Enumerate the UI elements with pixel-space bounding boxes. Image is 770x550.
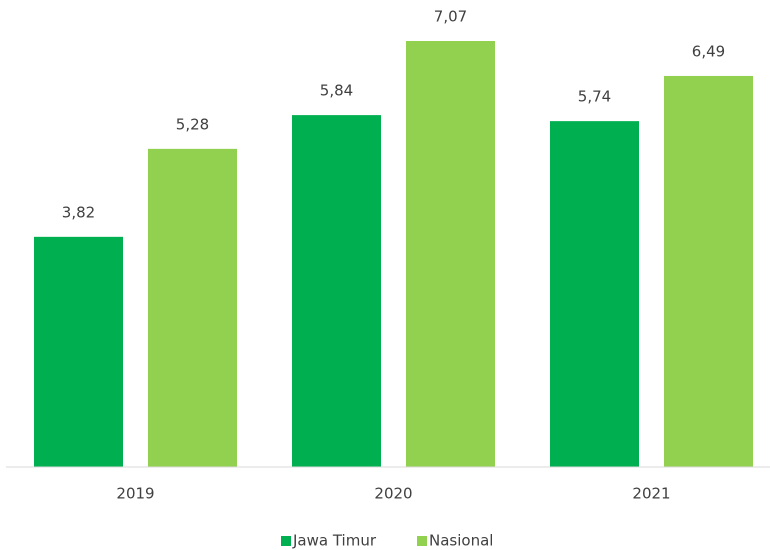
data-label: 7,07 — [434, 8, 467, 26]
x-tick-label: 2021 — [632, 485, 670, 503]
legend-swatch — [417, 536, 427, 546]
data-label: 3,82 — [62, 203, 95, 221]
x-tick-label: 2019 — [116, 485, 154, 503]
data-label: 5,84 — [320, 82, 353, 100]
bar — [550, 121, 639, 467]
x-tick-label: 2020 — [374, 485, 412, 503]
bar — [664, 75, 753, 467]
bar — [148, 148, 237, 468]
bar — [406, 41, 495, 467]
legend-label: Jawa Timur — [292, 532, 377, 550]
data-label: 6,49 — [692, 42, 725, 60]
data-label: 5,28 — [176, 115, 209, 133]
bar — [292, 115, 381, 467]
bar — [34, 236, 123, 467]
legend-swatch — [281, 536, 291, 546]
data-label: 5,74 — [578, 88, 611, 106]
legend-label: Nasional — [429, 532, 493, 550]
